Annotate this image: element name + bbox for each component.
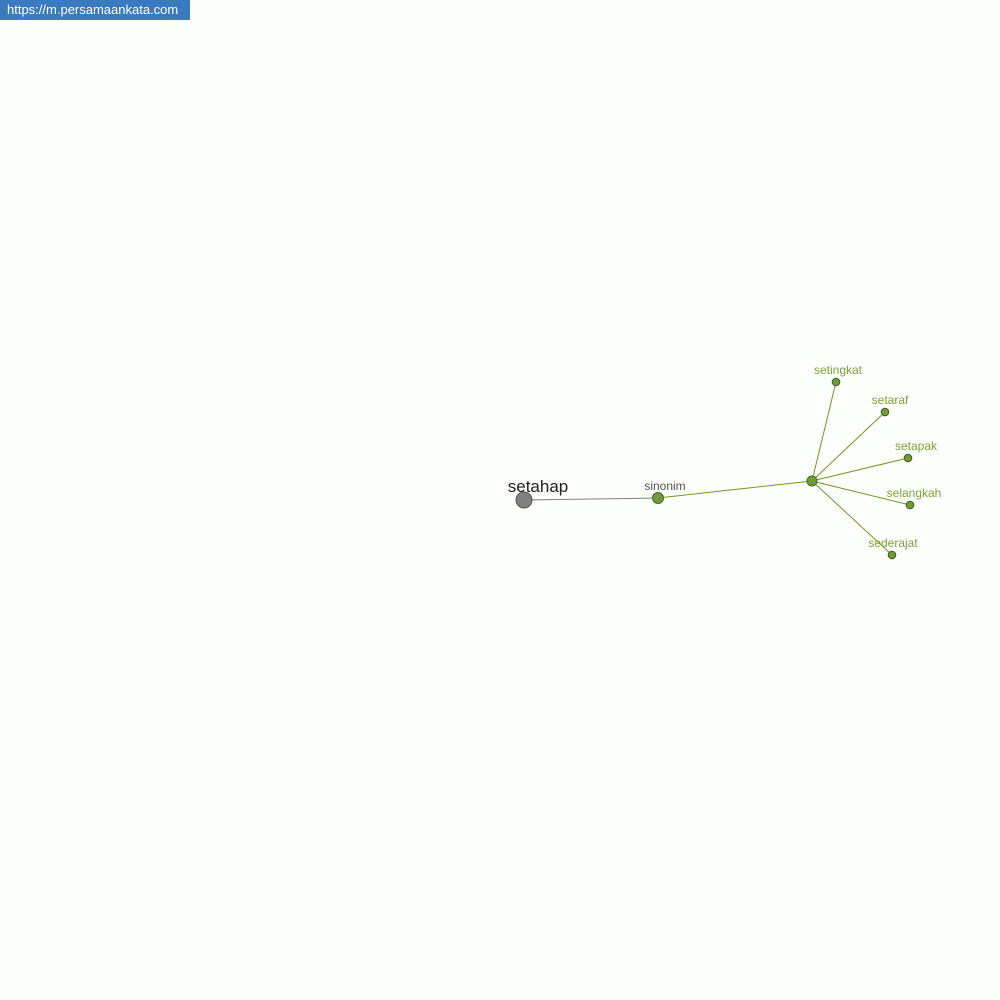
word-node-setapak[interactable] (903, 453, 913, 463)
root-label[interactable]: setahap (508, 477, 569, 496)
edge-hub-setapak (811, 457, 909, 482)
edge-hub-setingkat (811, 381, 837, 482)
edge-root-sinonim (523, 497, 659, 501)
edge-hub-selangkah (811, 480, 911, 506)
word-node-setaraf[interactable] (880, 407, 890, 417)
word-label-selangkah[interactable]: selangkah (887, 486, 942, 500)
site-url-banner[interactable]: https://m.persamaankata.com (0, 0, 190, 20)
word-label-setaraf[interactable]: setaraf (872, 393, 909, 407)
relation-label[interactable]: sinonim (644, 479, 685, 493)
sinonim-node[interactable] (652, 492, 664, 504)
word-label-sederajat[interactable]: sederajat (868, 536, 918, 550)
edge-sinonim-hub (657, 480, 813, 499)
word-node-sederajat[interactable] (887, 550, 897, 560)
edge-hub-setaraf (811, 411, 886, 482)
word-node-setingkat[interactable] (831, 377, 841, 387)
hub-node[interactable] (806, 475, 818, 487)
root-node[interactable] (515, 491, 533, 509)
word-label-setingkat[interactable]: setingkat (814, 363, 863, 377)
edge-hub-sederajat (811, 480, 893, 556)
word-node-selangkah[interactable] (905, 500, 915, 510)
word-label-setapak[interactable]: setapak (895, 439, 938, 453)
